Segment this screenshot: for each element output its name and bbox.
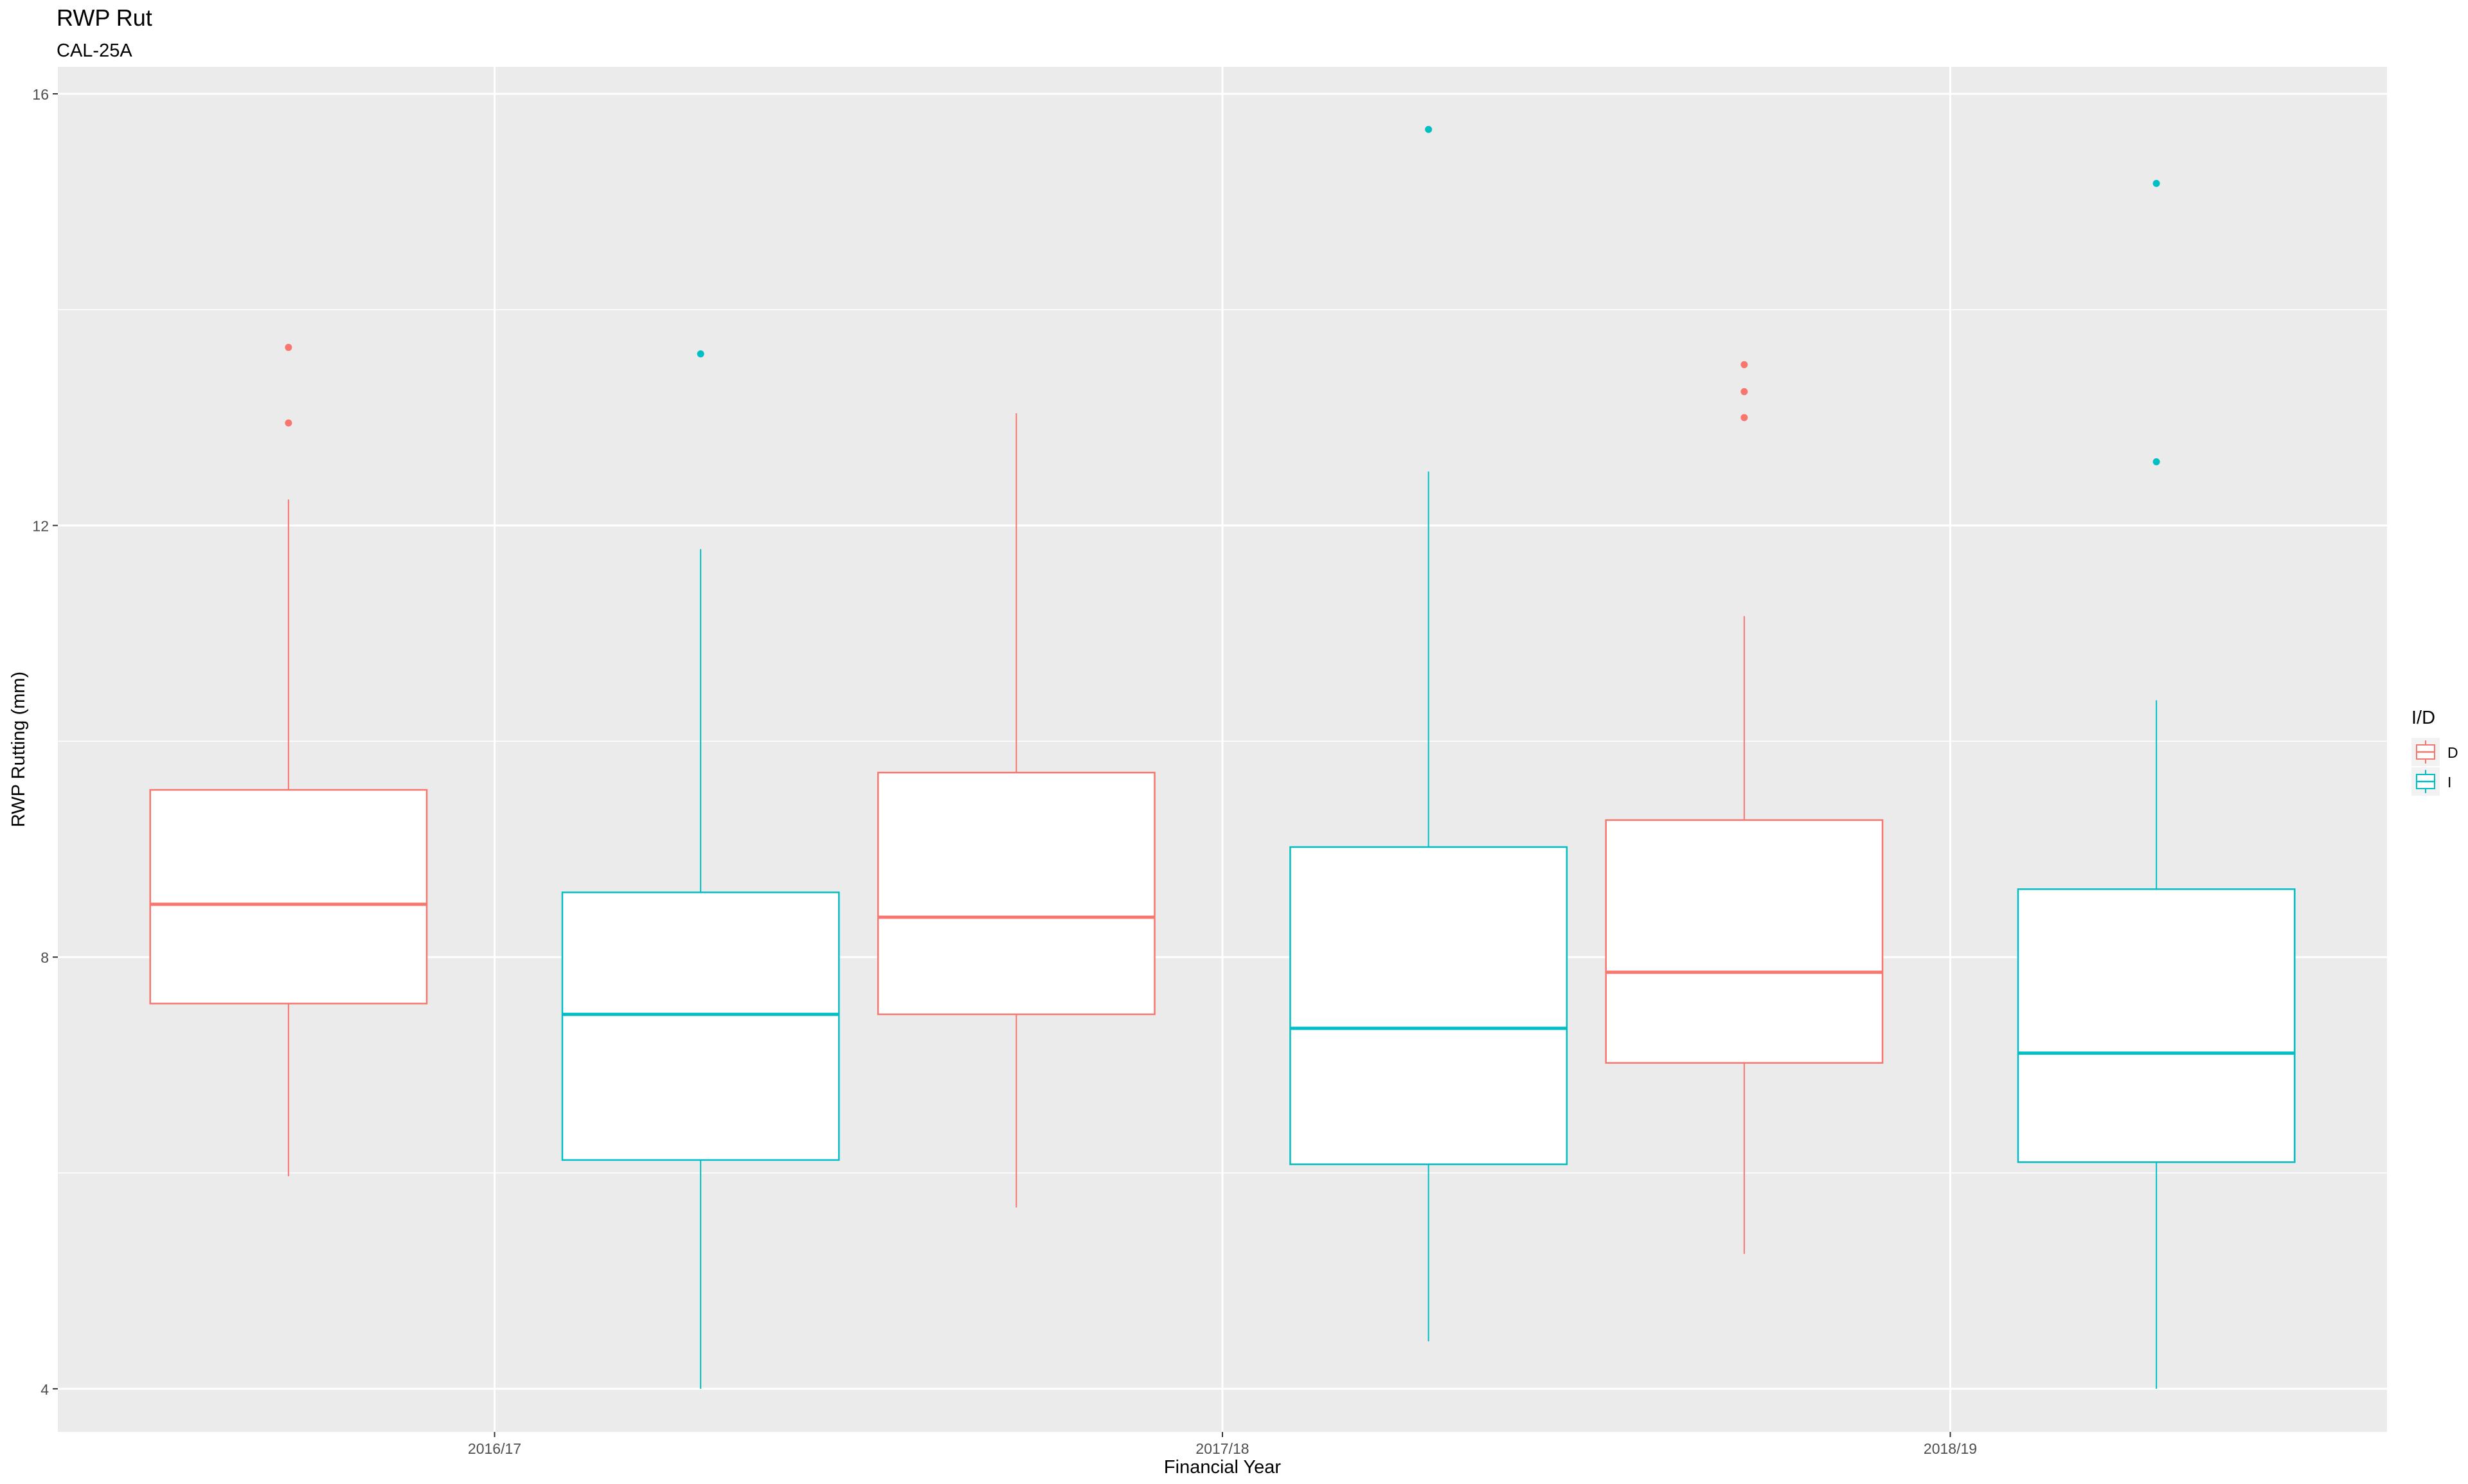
legend: I/D DI xyxy=(2411,708,2458,796)
y-tick-label: 16 xyxy=(32,86,49,103)
iqr-box xyxy=(149,789,428,1005)
outlier-point xyxy=(1740,361,1748,368)
iqr-box xyxy=(1289,846,1568,1165)
box-I-2017/18 xyxy=(1289,125,1568,1341)
outlier-point xyxy=(2152,179,2160,187)
x-tick-label: 2016/17 xyxy=(468,1440,521,1457)
outlier-point xyxy=(285,419,292,427)
y-tick-label: 12 xyxy=(32,518,49,535)
iqr-box xyxy=(561,891,840,1161)
legend-label: D xyxy=(2447,744,2458,761)
iqr-box xyxy=(2017,888,2296,1163)
box-D-2018/19 xyxy=(1605,361,1884,1254)
outlier-point xyxy=(697,350,704,358)
legend-title: I/D xyxy=(2411,708,2435,728)
x-tick-label: 2017/18 xyxy=(1195,1440,1249,1457)
box-I-2018/19 xyxy=(2017,179,2296,1389)
legend-label: I xyxy=(2447,774,2451,791)
outlier-point xyxy=(1740,414,1748,422)
y-tick-label: 8 xyxy=(40,949,49,966)
box-D-2017/18 xyxy=(877,413,1156,1208)
outlier-point xyxy=(285,344,292,352)
chart-title: RWP Rut xyxy=(57,4,152,31)
outlier-point xyxy=(1740,388,1748,395)
box-I-2016/17 xyxy=(561,350,840,1389)
boxes xyxy=(149,125,2296,1389)
iqr-box xyxy=(1605,819,1884,1064)
y-tick-label: 4 xyxy=(40,1381,49,1398)
grid-lines xyxy=(58,67,2387,1432)
outlier-point xyxy=(1425,125,1433,133)
box-D-2016/17 xyxy=(149,344,428,1177)
x-tick-label: 2018/19 xyxy=(1924,1440,1977,1457)
axes: 4 8 12 16 2016/17 2017/18 2018/19 xyxy=(32,86,1977,1457)
y-axis-label: RWP Rutting (mm) xyxy=(8,672,29,827)
legend-item-I: I xyxy=(2411,767,2451,796)
chart-subtitle: CAL-25A xyxy=(57,40,132,61)
legend-item-D: D xyxy=(2411,738,2458,766)
x-axis-label: Financial Year xyxy=(1164,1457,1282,1478)
iqr-box xyxy=(877,771,1156,1015)
outlier-point xyxy=(2152,458,2160,466)
